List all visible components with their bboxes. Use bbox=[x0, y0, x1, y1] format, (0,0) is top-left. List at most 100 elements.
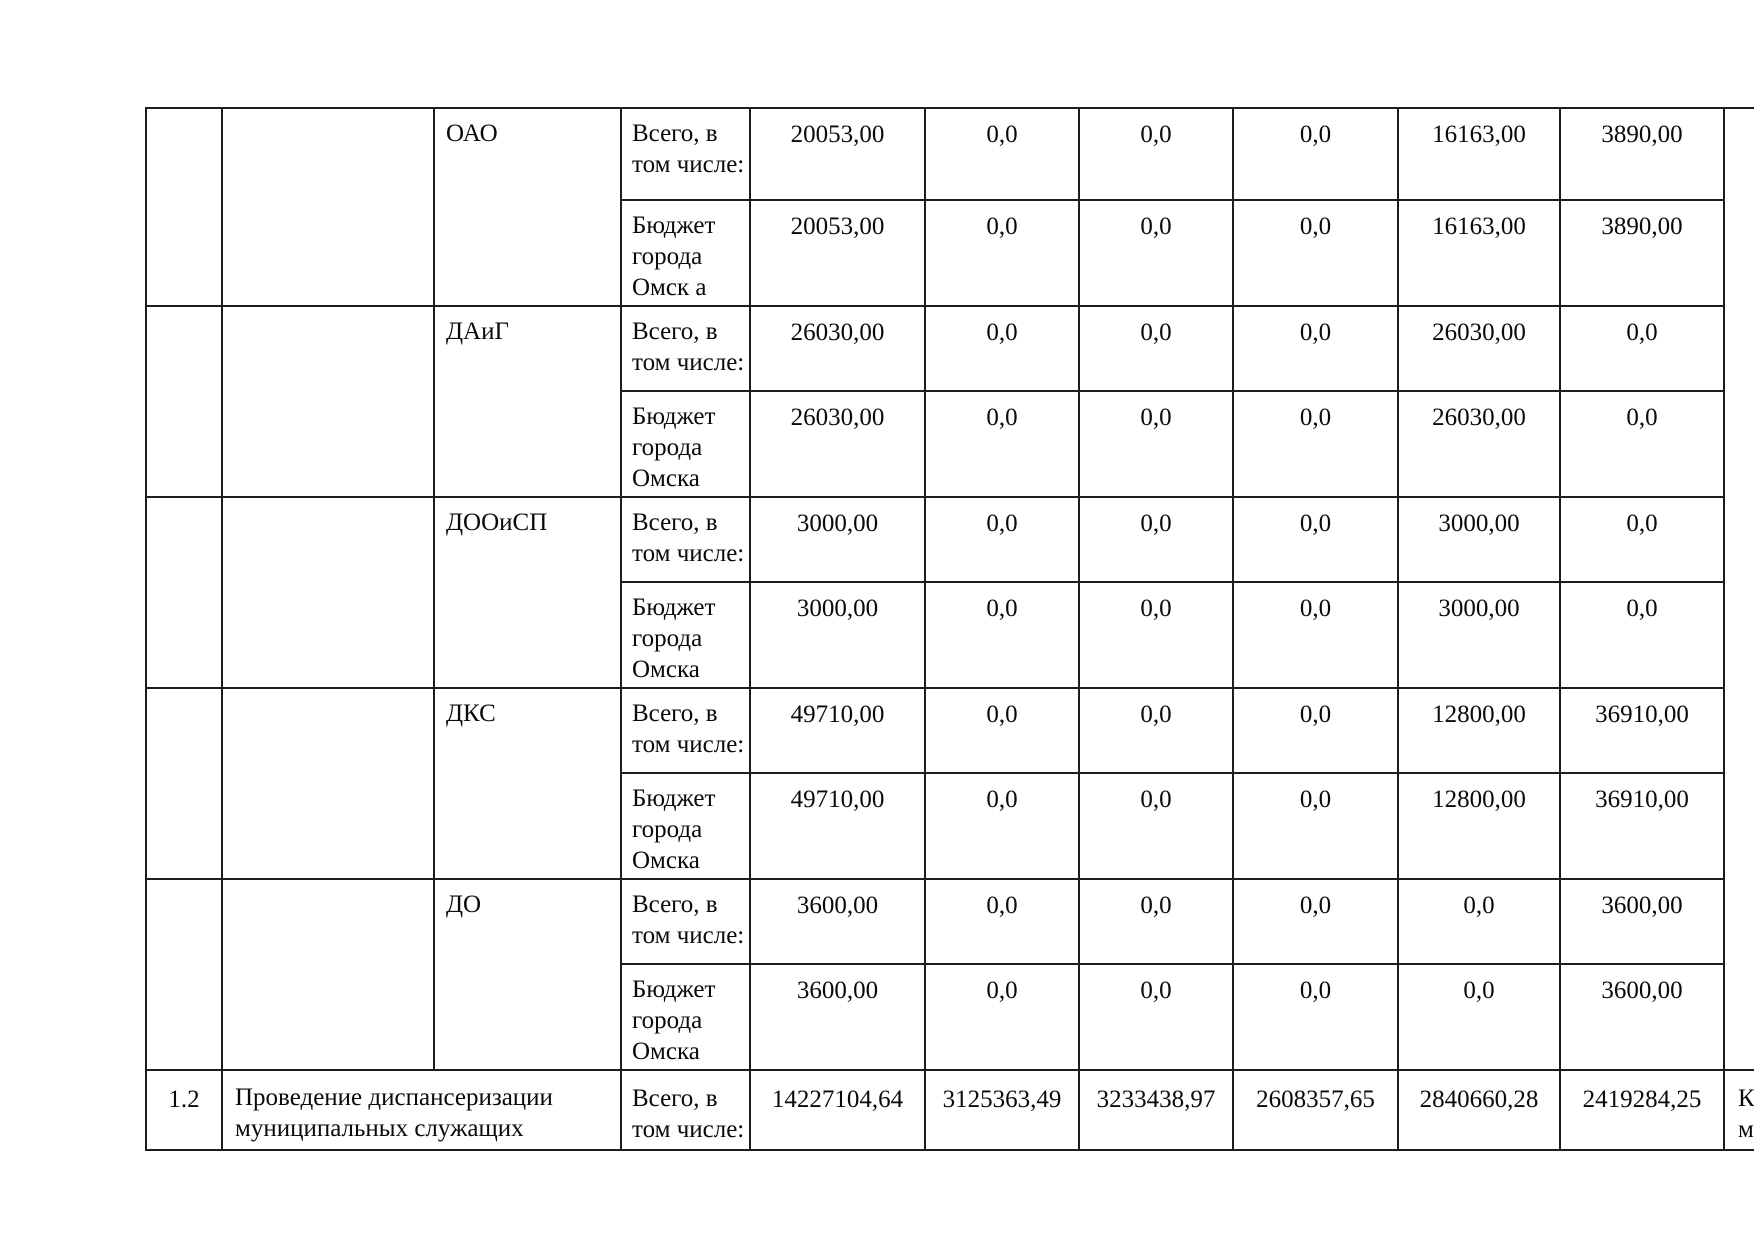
amount-cell: 26030,00 bbox=[749, 305, 926, 392]
funding-type-label: Бюджет города Омска bbox=[620, 581, 751, 689]
activity-cell-empty bbox=[221, 496, 435, 689]
amount-cell: 0,0 bbox=[1232, 581, 1399, 689]
executor-cell: ДКС bbox=[433, 687, 622, 880]
amount-cell: 0,0 bbox=[1232, 687, 1399, 774]
amount-cell: 0,0 bbox=[1078, 581, 1234, 689]
amount-cell: 0,0 bbox=[1078, 772, 1234, 880]
amount-cell: 26030,00 bbox=[1397, 305, 1561, 392]
table-row: Бюджет города Омска 26030,00 0,0 0,0 0,0… bbox=[146, 390, 1754, 498]
amount-cell: 3125363,49 bbox=[924, 1069, 1080, 1151]
amount-cell: 0,0 bbox=[1078, 107, 1234, 201]
amount-cell: 3000,00 bbox=[749, 496, 926, 583]
amount-cell: 0,0 bbox=[924, 199, 1080, 307]
amount-cell: 0,0 bbox=[1232, 878, 1399, 965]
amount-cell: 3600,00 bbox=[1559, 963, 1725, 1071]
funding-type-label: Бюджет города Омска bbox=[620, 963, 751, 1071]
activity-cell-empty bbox=[221, 878, 435, 1071]
amount-cell: 0,0 bbox=[1397, 963, 1561, 1071]
amount-cell: 49710,00 bbox=[749, 687, 926, 774]
table-row: 1.2 Проведение диспансеризации муниципал… bbox=[145, 1069, 1754, 1151]
amount-cell: 0,0 bbox=[1078, 496, 1234, 583]
amount-cell: 0,0 bbox=[1559, 496, 1725, 583]
amount-cell: 12800,00 bbox=[1397, 687, 1561, 774]
amount-cell: 20053,00 bbox=[749, 107, 926, 201]
amount-cell: 3233438,97 bbox=[1078, 1069, 1234, 1151]
table-row: Бюджет города Омска 49710,00 0,0 0,0 0,0… bbox=[146, 772, 1754, 880]
amount-cell: 0,0 bbox=[924, 878, 1080, 965]
amount-cell: 0,0 bbox=[1232, 963, 1399, 1071]
funding-type-label: Бюджет города Омска bbox=[620, 772, 751, 880]
amount-cell: 0,0 bbox=[1232, 496, 1399, 583]
funding-type-label: Всего, в том числе: bbox=[620, 107, 751, 201]
amount-cell: 0,0 bbox=[924, 581, 1080, 689]
amount-cell: 26030,00 bbox=[749, 390, 926, 498]
amount-cell: 0,0 bbox=[1078, 963, 1234, 1071]
amount-cell: 0,0 bbox=[1232, 107, 1399, 201]
table-row: ДООиСП Всего, в том числе: 3000,00 0,0 0… bbox=[145, 496, 1754, 689]
row-number-cell-empty bbox=[145, 878, 223, 1071]
amount-cell: 0,0 bbox=[1232, 772, 1399, 880]
table-row: ОАО Всего, в том числе: 20053,00 0,0 0,0… bbox=[145, 107, 1754, 1071]
amount-cell: 26030,00 bbox=[1397, 390, 1561, 498]
activity-title: Проведение диспансеризации муниципальных… bbox=[221, 1069, 622, 1151]
amount-cell: 36910,00 bbox=[1559, 687, 1725, 774]
amount-cell: 2419284,25 bbox=[1559, 1069, 1725, 1151]
amount-cell: 0,0 bbox=[924, 107, 1080, 201]
amount-cell: 0,0 bbox=[1078, 199, 1234, 307]
amount-cell: 3000,00 bbox=[1397, 581, 1561, 689]
amount-cell: 0,0 bbox=[924, 963, 1080, 1071]
funding-type-label: Всего, в том числе: bbox=[620, 687, 751, 774]
table-row: ДАиГ Всего, в том числе: 26030,00 0,0 0,… bbox=[145, 305, 1754, 498]
amount-cell: 3600,00 bbox=[1559, 878, 1725, 965]
executor-cell: ОАО bbox=[433, 107, 622, 307]
amount-cell: 0,0 bbox=[1078, 687, 1234, 774]
amount-cell: 3600,00 bbox=[749, 963, 926, 1071]
amount-cell: 12800,00 bbox=[1397, 772, 1561, 880]
table-row: Бюджет города Омска 3600,00 0,0 0,0 0,0 … bbox=[146, 963, 1754, 1071]
funding-type-label: Всего, в том числе: bbox=[620, 305, 751, 392]
amount-cell: 0,0 bbox=[1232, 199, 1399, 307]
row-number-cell-empty bbox=[145, 107, 223, 307]
amount-cell: 3000,00 bbox=[749, 581, 926, 689]
amount-cell: 0,0 bbox=[1559, 305, 1725, 392]
activity-cell-empty bbox=[221, 687, 435, 880]
amount-cell: 0,0 bbox=[1232, 390, 1399, 498]
funding-type-label: Всего, в том числе: bbox=[620, 496, 751, 583]
funding-type-label: Бюджет города Омск а bbox=[620, 199, 751, 307]
table-row: ДО Всего, в том числе: 3600,00 0,0 0,0 0… bbox=[145, 878, 1754, 1071]
amount-cell: 0,0 bbox=[1559, 390, 1725, 498]
funding-type-label: Всего, в том числе: bbox=[620, 1069, 751, 1151]
amount-cell: 0,0 bbox=[924, 305, 1080, 392]
amount-cell: 36910,00 bbox=[1559, 772, 1725, 880]
executor-cell: ДО bbox=[433, 878, 622, 1071]
budget-financing-table: ОАО Всего, в том числе: 20053,00 0,0 0,0… bbox=[145, 107, 1754, 1151]
amount-cell: 3890,00 bbox=[1559, 199, 1725, 307]
amount-cell: 2840660,28 bbox=[1397, 1069, 1561, 1151]
amount-cell: 16163,00 bbox=[1397, 199, 1561, 307]
activity-cell-empty bbox=[221, 107, 435, 307]
amount-cell: 0,0 bbox=[924, 687, 1080, 774]
amount-cell: 0,0 bbox=[924, 390, 1080, 498]
clipped-column-cell-empty bbox=[1723, 107, 1754, 1071]
amount-cell: 0,0 bbox=[1078, 390, 1234, 498]
amount-cell: 0,0 bbox=[1078, 305, 1234, 392]
amount-cell: 0,0 bbox=[1559, 581, 1725, 689]
table-row: Бюджет города Омска 3000,00 0,0 0,0 0,0 … bbox=[146, 581, 1754, 689]
amount-cell: 20053,00 bbox=[749, 199, 926, 307]
clipped-column-text: Ка му bbox=[1723, 1069, 1754, 1151]
amount-cell: 3000,00 bbox=[1397, 496, 1561, 583]
table-row: ДКС Всего, в том числе: 49710,00 0,0 0,0… bbox=[145, 687, 1754, 880]
amount-cell: 0,0 bbox=[1397, 878, 1561, 965]
row-number: 1.2 bbox=[145, 1069, 223, 1151]
amount-cell: 0,0 bbox=[1232, 305, 1399, 392]
amount-cell: 49710,00 bbox=[749, 772, 926, 880]
row-number-cell-empty bbox=[145, 305, 223, 498]
table-row: Бюджет города Омск а 20053,00 0,0 0,0 0,… bbox=[146, 199, 1754, 307]
amount-cell: 3600,00 bbox=[749, 878, 926, 965]
executor-cell: ДООиСП bbox=[433, 496, 622, 689]
executor-cell: ДАиГ bbox=[433, 305, 622, 498]
row-number-cell-empty bbox=[145, 687, 223, 880]
amount-cell: 2608357,65 bbox=[1232, 1069, 1399, 1151]
funding-type-label: Всего, в том числе: bbox=[620, 878, 751, 965]
